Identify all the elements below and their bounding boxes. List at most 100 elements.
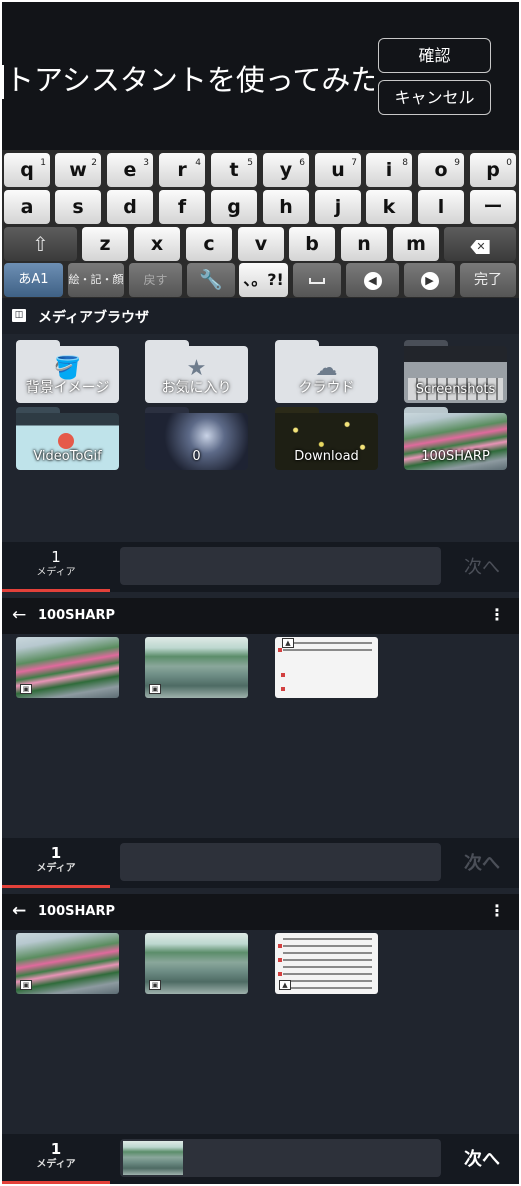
- folder-screenshots[interactable]: Screenshots: [404, 340, 507, 403]
- folder-tab: [404, 407, 448, 415]
- confirm-button[interactable]: 確認: [378, 38, 491, 73]
- folder-label: お気に入り: [161, 380, 232, 396]
- space-key[interactable]: [293, 263, 341, 297]
- cursor-right-key[interactable]: ▶: [404, 263, 455, 297]
- key-b[interactable]: b: [289, 227, 335, 261]
- image-badge-icon: ▲: [282, 638, 294, 648]
- selected-media-tray[interactable]: [120, 1139, 441, 1177]
- folder-label: VideoToGif: [33, 449, 102, 464]
- folder-body: ★ お気に入り: [145, 346, 248, 403]
- selected-media-count: 1 メディア: [2, 1140, 110, 1172]
- folder-favorites[interactable]: ★ お気に入り: [145, 340, 248, 403]
- next-button[interactable]: 次へ: [464, 557, 500, 578]
- settings-key[interactable]: 🔧: [187, 263, 235, 297]
- done-key[interactable]: 完了: [460, 263, 516, 297]
- count-label: メディア: [36, 863, 76, 874]
- folder-label: 背景イメージ: [25, 380, 110, 396]
- shift-key[interactable]: ⇧: [4, 227, 77, 261]
- folder-label: Screenshots: [415, 382, 496, 397]
- backspace-key[interactable]: ✕: [444, 227, 516, 261]
- key-l[interactable]: l: [418, 190, 464, 224]
- album-title: 100SHARP: [38, 904, 115, 919]
- folder-label: クラウド: [298, 380, 355, 396]
- key-h[interactable]: h: [263, 190, 309, 224]
- input-mode-key[interactable]: あA1: [4, 263, 63, 297]
- key-m[interactable]: m: [393, 227, 439, 261]
- photo-thumbnail[interactable]: ▣: [16, 637, 119, 698]
- key-a[interactable]: a: [4, 190, 50, 224]
- folder-body: 🪣 背景イメージ: [16, 346, 119, 403]
- cancel-button[interactable]: キャンセル: [378, 80, 491, 115]
- cursor-left-key[interactable]: ◀: [346, 263, 399, 297]
- folder-cloud[interactable]: ☁ クラウド: [275, 340, 378, 403]
- punctuation-key[interactable]: 、。?!: [239, 263, 288, 297]
- key-d[interactable]: d: [107, 190, 153, 224]
- album-header: ← 100SHARP ⋮: [2, 894, 519, 930]
- selected-media-thumbnail[interactable]: [123, 1141, 183, 1175]
- key-z[interactable]: z: [82, 227, 128, 261]
- key-k[interactable]: k: [366, 190, 412, 224]
- key-g[interactable]: g: [211, 190, 257, 224]
- more-options-icon[interactable]: ⋮: [489, 901, 505, 920]
- back-arrow-icon[interactable]: ←: [12, 901, 27, 921]
- photo-thumbnail[interactable]: ▣: [16, 933, 119, 994]
- media-browser-title: メディアブラウザ: [38, 310, 150, 326]
- album-title: 100SHARP: [38, 608, 115, 623]
- folder-download[interactable]: Download: [275, 407, 378, 470]
- key-long-dash[interactable]: ー: [470, 190, 516, 224]
- folder-tab: [404, 340, 448, 348]
- undo-key[interactable]: 戻す: [129, 263, 182, 297]
- tab-underline: [2, 885, 110, 888]
- selected-media-count: 1 メディア: [2, 548, 110, 580]
- album-grid: ▣ ▣ ▲: [2, 930, 519, 1134]
- photo-badge-icon: ▣: [149, 980, 161, 990]
- red-circle: [58, 433, 74, 449]
- key-j[interactable]: j: [315, 190, 361, 224]
- folder-background-image[interactable]: 🪣 背景イメージ: [16, 340, 119, 403]
- key-s[interactable]: s: [55, 190, 101, 224]
- selected-media-tray[interactable]: [120, 843, 441, 881]
- selection-bar: 1 メディア 次へ: [2, 838, 519, 888]
- back-arrow-icon[interactable]: ←: [12, 605, 27, 625]
- tab-underline: [2, 1181, 110, 1184]
- screenshot-thumbnail[interactable]: ▲: [275, 637, 378, 698]
- wrench-icon: 🔧: [199, 269, 223, 291]
- key-f[interactable]: f: [159, 190, 205, 224]
- folder-100sharp[interactable]: 100SHARP: [404, 407, 507, 470]
- key-n[interactable]: n: [341, 227, 387, 261]
- folder-thumbnail: 100SHARP: [404, 413, 507, 470]
- star-icon: ★: [186, 356, 207, 381]
- selected-media-tray[interactable]: [120, 547, 441, 585]
- folder-label: Download: [294, 449, 359, 464]
- photo-thumbnail[interactable]: ▣: [145, 637, 248, 698]
- next-button[interactable]: 次へ: [464, 1149, 500, 1170]
- more-options-icon[interactable]: ⋮: [489, 605, 505, 624]
- key-x[interactable]: x: [134, 227, 180, 261]
- photo-badge-icon: ▣: [20, 684, 32, 694]
- screenshot-thumbnail[interactable]: ▲: [275, 933, 378, 994]
- folder-tab: [145, 340, 189, 348]
- album-header: ← 100SHARP ⋮: [2, 598, 519, 634]
- paint-bucket-icon: 🪣: [53, 356, 82, 381]
- next-button[interactable]: 次へ: [464, 853, 500, 874]
- folder-thumbnail: 0: [145, 413, 248, 470]
- folder-0[interactable]: 0: [145, 407, 248, 470]
- text-input[interactable]: トアシスタントを使ってみた!!: [2, 58, 374, 102]
- emoji-symbol-key[interactable]: 絵・記・顔: [68, 263, 124, 297]
- key-v[interactable]: v: [238, 227, 284, 261]
- folder-tab: [16, 407, 60, 415]
- photo-thumbnail[interactable]: ▣: [145, 933, 248, 994]
- folder-videotogif[interactable]: VideoToGif: [16, 407, 119, 470]
- key-c[interactable]: c: [186, 227, 232, 261]
- count-value: 1: [50, 844, 62, 862]
